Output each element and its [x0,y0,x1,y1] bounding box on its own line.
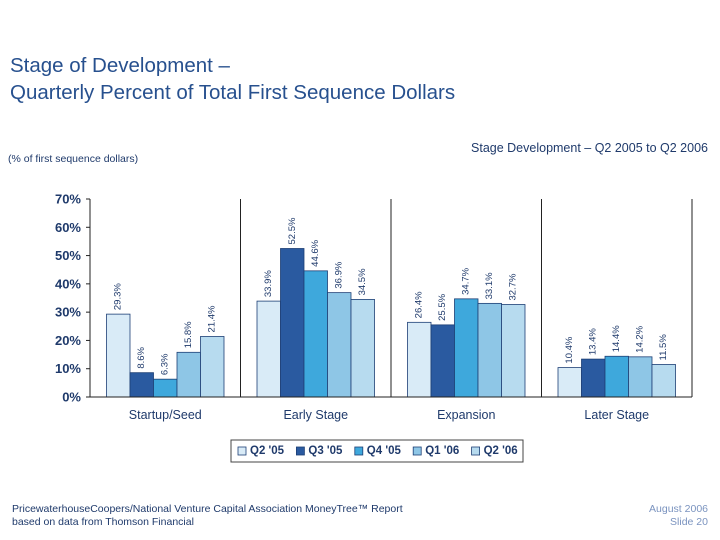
bar [651,364,676,398]
bar [581,358,606,398]
footer-meta: August 2006 Slide 20 [649,503,708,529]
data-label: 52.5% [287,217,298,244]
category-label: Later Stage [584,408,649,422]
legend-entry: Q4 '05 [367,445,402,457]
legend-swatch [237,446,247,456]
bar [454,298,479,398]
y-tick-label: 60% [55,220,81,235]
y-tick-label: 30% [55,305,81,320]
legend-swatch [412,446,422,456]
footer-source-line-1: PricewaterhouseCoopers/National Venture … [12,503,403,515]
bar [407,321,432,398]
data-label: 33.1% [484,272,495,299]
legend: Q2 '05 Q3 '05 Q4 '05 Q1 '06 Q2 '06 [230,439,524,463]
data-label: 21.4% [207,305,218,332]
bar [557,367,582,398]
legend-entry: Q2 '06 [484,445,518,457]
title-line-1: Stage of Development – [10,54,230,77]
footer-source-line-2: based on data from Thomson Financial [12,516,194,528]
data-label: 13.4% [588,328,599,355]
bar [256,300,281,398]
legend-swatch [471,446,481,456]
category-dividers [240,199,693,397]
data-label: 14.2% [635,325,646,352]
y-tick-label: 10% [55,361,81,376]
data-label: 25.5% [437,293,448,320]
bar [129,372,154,398]
y-tick-label: 0% [62,390,81,405]
category-label: Startup/Seed [129,408,202,422]
unit-note: (% of first sequence dollars) [8,153,139,165]
data-label: 44.6% [310,239,321,266]
legend-swatch [354,446,364,456]
title-line-2: Quarterly Percent of Total First Sequenc… [10,81,456,104]
footer-source: PricewaterhouseCoopers/National Venture … [12,503,403,529]
y-tick-label: 40% [55,276,81,291]
bar [176,351,201,398]
bars [106,248,676,398]
footer-date: August 2006 [649,503,708,515]
data-label: 33.9% [263,270,274,297]
y-tick-label: 70% [55,192,81,207]
bar-chart: 29.3% 8.6% 6.3% 15.8% 21.4% 33.9% 52.5% 44.6% 36… [55,192,693,463]
legend-entry: Q3 '05 [308,445,343,457]
bar [200,336,225,398]
category-label: Expansion [437,408,495,422]
legend-entry: Q2 '05 [250,445,285,457]
data-label: 6.3% [160,353,171,375]
data-label: 15.8% [183,321,194,348]
bar [477,302,502,398]
legend-box [230,439,524,463]
bar [106,313,131,398]
bar [350,299,375,398]
category-label: Early Stage [283,408,348,422]
data-label: 36.9% [334,261,345,288]
bar [501,304,526,398]
data-labels: 29.3% 8.6% 6.3% 15.8% 21.4% 33.9% 52.5% 44.6% 36… [113,217,670,375]
data-label: 10.4% [564,336,575,363]
bar [303,270,328,398]
chart-title: Stage Development – Q2 2005 to Q2 2006 [471,141,708,155]
data-label: 32.7% [508,273,519,300]
footer-slide: Slide 20 [670,516,708,528]
legend-entry: Q1 '06 [425,445,459,457]
bar [430,324,455,398]
data-label: 11.5% [658,334,669,361]
bar [628,356,653,398]
bar [153,378,178,398]
axes: Startup/Seed Early Stage Expansion Later St… [55,192,692,422]
bar [280,248,305,398]
bar [327,292,352,398]
y-tick-label: 20% [55,333,81,348]
data-label: 29.3% [113,283,124,310]
slide-title: Stage of Development – Quarterly Percent… [10,52,455,106]
data-label: 14.4% [611,325,622,352]
data-label: 26.4% [414,291,425,318]
y-tick-label: 50% [55,248,81,263]
bar [604,355,629,398]
data-label: 34.5% [357,268,368,295]
legend-swatch [295,446,305,456]
data-label: 34.7% [461,267,472,294]
data-label: 8.6% [136,346,147,368]
